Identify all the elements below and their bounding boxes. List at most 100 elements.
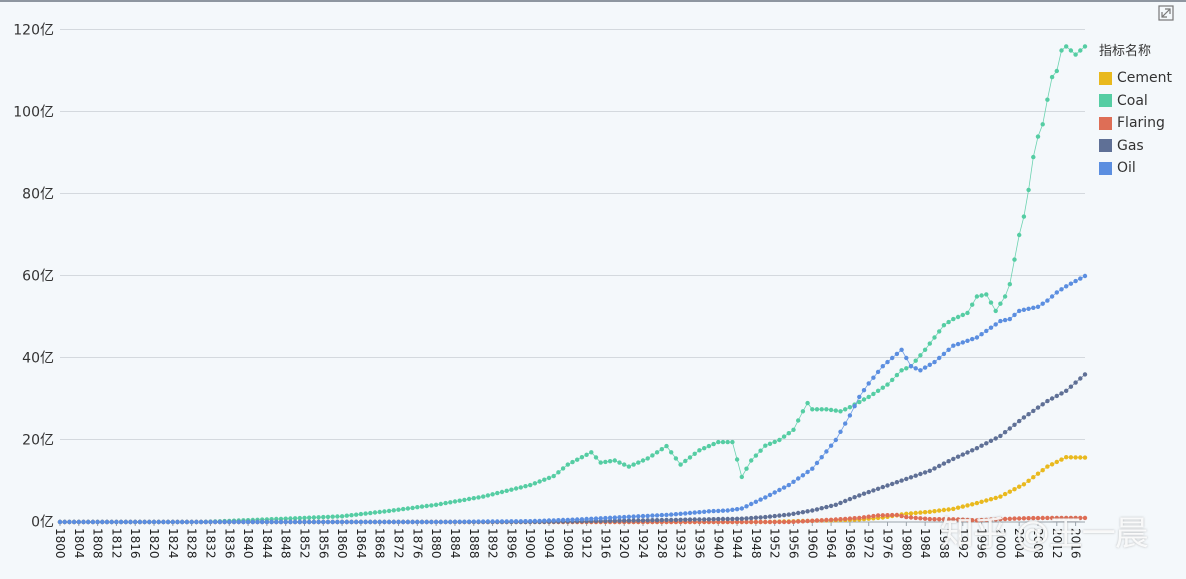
data-point (734, 507, 740, 512)
data-point (325, 519, 331, 525)
y-tick-label: 80亿 (22, 187, 54, 203)
data-point (339, 519, 345, 525)
data-point (278, 519, 284, 525)
x-tick-label: 1900 (523, 528, 537, 559)
data-point (890, 377, 895, 383)
expand-button[interactable] (1158, 5, 1174, 21)
data-point (974, 518, 980, 523)
data-point (885, 513, 890, 518)
data-point (791, 427, 796, 432)
data-point (142, 519, 147, 525)
data-point (885, 382, 890, 387)
x-tick-label: 1968 (843, 528, 857, 559)
data-point (1073, 455, 1078, 460)
data-point (899, 478, 904, 483)
data-point (843, 421, 848, 426)
x-tick-label: 1944 (730, 528, 744, 559)
x-tick-label: 1916 (598, 528, 612, 559)
data-point (1026, 412, 1031, 417)
data-point (847, 405, 853, 410)
x-tick-label: 1996 (975, 528, 989, 559)
y-tick-label: 20亿 (22, 433, 54, 449)
data-point (448, 519, 453, 525)
x-tick-label: 1800 (53, 528, 67, 559)
data-point (937, 355, 942, 361)
data-point (702, 509, 707, 514)
data-point (650, 453, 655, 458)
data-point (518, 519, 523, 524)
legend-item-cement[interactable]: Cement (1099, 67, 1183, 90)
data-point (1031, 305, 1036, 310)
data-point (438, 501, 443, 507)
data-point (861, 491, 867, 496)
data-point (908, 364, 914, 369)
data-point (575, 457, 580, 462)
data-point (560, 517, 566, 523)
data-point (772, 519, 777, 525)
legend-item-gas[interactable]: Gas (1099, 135, 1183, 158)
x-tick-label: 1864 (354, 528, 368, 559)
data-point (955, 314, 961, 320)
data-point (654, 518, 660, 523)
data-point (278, 516, 284, 522)
data-point (960, 340, 965, 345)
data-point (349, 519, 354, 525)
data-point (908, 511, 914, 516)
data-point (584, 452, 589, 457)
data-point (1068, 515, 1074, 521)
data-point (716, 516, 721, 522)
data-point (988, 497, 994, 502)
data-point (866, 381, 871, 386)
x-tick-label: 1816 (128, 528, 142, 559)
data-point (462, 519, 467, 524)
legend-item-flaring[interactable]: Flaring (1099, 112, 1183, 135)
data-point (382, 519, 387, 525)
data-point (951, 517, 956, 522)
data-point (1078, 455, 1083, 460)
data-point (650, 518, 655, 523)
data-point (913, 366, 918, 371)
data-point (626, 514, 632, 519)
data-point (363, 519, 368, 525)
data-point (1031, 154, 1036, 160)
data-point (960, 312, 965, 318)
legend-item-oil[interactable]: Oil (1099, 157, 1183, 180)
data-point (184, 519, 190, 525)
data-point (871, 513, 876, 519)
data-point (349, 513, 354, 518)
data-point (86, 519, 91, 525)
data-point (847, 516, 853, 521)
data-point (607, 459, 613, 464)
data-point (405, 506, 411, 511)
data-point (749, 515, 754, 521)
data-point (875, 369, 881, 375)
data-point (796, 519, 801, 524)
data-point (1045, 398, 1050, 404)
data-point (683, 517, 688, 522)
data-point (913, 510, 918, 516)
data-point (1059, 457, 1064, 462)
legend-swatch (1099, 94, 1112, 108)
data-point (645, 513, 650, 519)
data-point (485, 493, 491, 498)
data-point (814, 407, 820, 412)
legend-item-coal[interactable]: Coal (1099, 90, 1183, 113)
data-point (904, 511, 909, 516)
data-point (565, 517, 570, 523)
data-point (288, 516, 293, 521)
data-point (730, 507, 735, 512)
data-point (824, 407, 829, 412)
data-point (335, 519, 340, 525)
data-point (1040, 301, 1045, 306)
expand-arrow-icon (1158, 5, 1174, 21)
data-point (819, 518, 824, 523)
x-tick-label: 1960 (805, 528, 819, 559)
data-point (894, 351, 900, 357)
data-point (528, 519, 533, 524)
data-point (1054, 68, 1060, 74)
data-point (1007, 282, 1012, 287)
data-point (791, 511, 796, 516)
data-point (734, 516, 740, 521)
data-point (1073, 52, 1078, 57)
data-point (495, 519, 500, 524)
